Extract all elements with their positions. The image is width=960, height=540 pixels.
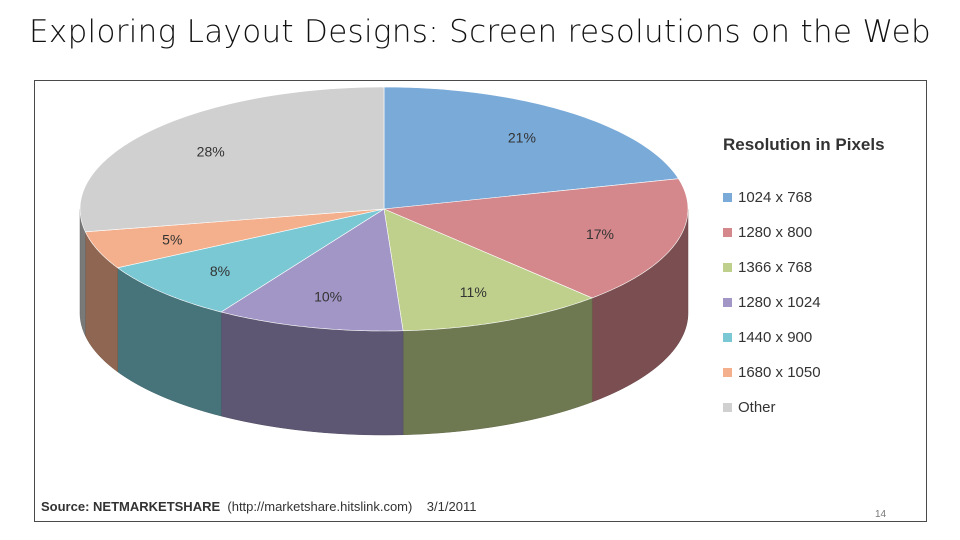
pie-slice-1366-x-768 [383,208,593,332]
legend-label: 1024 x 768 [738,189,813,206]
source-prefix: Source: [41,499,90,514]
pie-labels: 21% 17% 11% 10% 8% 5% 28% [162,130,614,305]
legend-label: Other [738,399,776,416]
chart-source: Source: NETMARKETSHARE (http://marketsha… [41,499,476,514]
legend-item-1024-x-768: 1024 x 768 [723,180,923,215]
page-number: 14 [875,509,887,520]
slide-title: Exploring Layout Designs: Screen resolut… [29,14,931,50]
pie-slice-other [79,86,385,233]
legend-label: 1680 x 1050 [738,364,821,381]
pie-slice-1024-x-768 [383,86,679,210]
legend-swatch [723,298,732,307]
data-label-1024-x-768: 21% [508,130,536,146]
legend-label: 1280 x 800 [738,224,813,241]
data-label-other: 28% [197,144,225,160]
source-name: NETMARKETSHARE [93,499,221,514]
pie-slice-1440-x-900 [116,208,385,313]
chart-legend: Resolution in Pixels 1024 x 768 1280 x 80… [723,135,923,425]
legend-swatch [723,263,732,272]
data-label-1280-x-800: 17% [586,226,614,242]
legend-item-1366-x-768: 1366 x 768 [723,250,923,285]
pie-slice-1680-x-1050 [84,208,385,269]
source-date: 3/1/2011 [426,499,477,514]
legend-item-other: Other [723,390,923,425]
legend-item-1440-x-900: 1440 x 900 [723,320,923,355]
legend-swatch [723,228,732,237]
legend-swatch [723,368,732,377]
pie-chart: 21% 17% 11% 10% 8% 5% 28% [79,86,689,436]
data-label-1680-x-1050: 5% [162,232,182,248]
legend-item-1280-x-1024: 1280 x 1024 [723,285,923,320]
source-url: (http://marketshare.hitslink.com) [227,499,413,514]
pie-tops [79,86,689,332]
pie-slice-1280-x-800 [382,178,689,299]
legend-swatch [723,333,732,342]
legend-item-1280-x-800: 1280 x 800 [723,215,923,250]
legend-label: 1366 x 768 [738,259,813,276]
chart-frame: 21% 17% 11% 10% 8% 5% 28% Resolution in Pixels… [34,80,927,522]
legend-swatch [723,193,732,202]
legend-items: 1024 x 768 1280 x 800 1366 x 768 1280 x 102… [723,180,923,425]
data-label-1366-x-768: 11% [460,284,487,300]
legend-title: Resolution in Pixels [723,135,885,154]
data-label-1280-x-1024: 10% [314,288,342,304]
legend-swatch [723,403,732,412]
legend-label: 1280 x 1024 [738,294,821,311]
data-label-1440-x-900: 8% [210,263,230,279]
legend-label: 1440 x 900 [738,329,813,346]
legend-item-1680-x-1050: 1680 x 1050 [723,355,923,390]
pie-slice-1280-x-1024 [220,208,404,332]
